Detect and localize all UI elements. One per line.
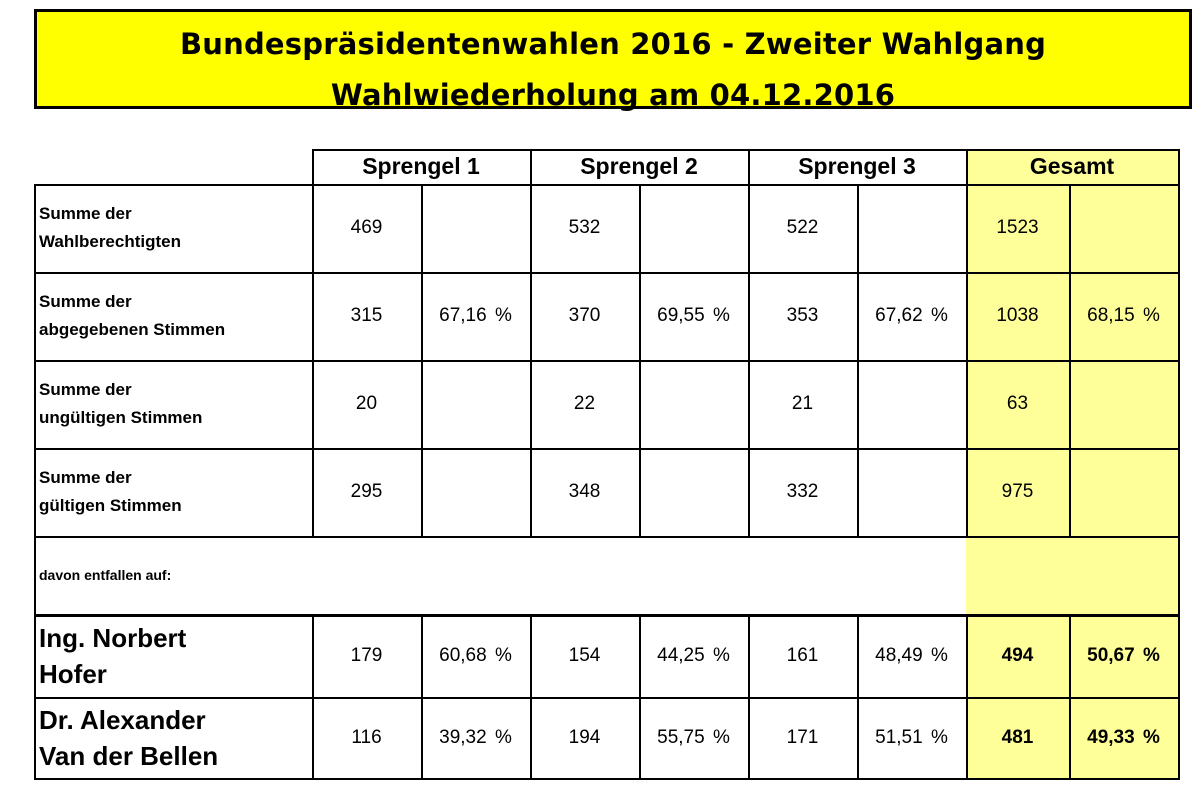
grid-line bbox=[34, 614, 1180, 617]
percent-cell bbox=[639, 360, 748, 448]
value-cell: 469 bbox=[350, 217, 383, 238]
value-cell: 21 bbox=[791, 393, 814, 414]
row-label: Summe der abgegebenen Stimmen bbox=[39, 292, 226, 339]
grid-line bbox=[34, 536, 1180, 538]
total-percent-cell: 49,33 % bbox=[1087, 726, 1160, 748]
grid-line bbox=[34, 778, 1180, 780]
value-cell: 1038 bbox=[996, 305, 1039, 326]
column-header-sprengel-3: Sprengel 3 bbox=[798, 153, 916, 179]
grid-line bbox=[748, 149, 750, 536]
percent-cell: 51,51 % bbox=[875, 726, 948, 748]
grid-line bbox=[639, 184, 641, 536]
percent-cell: 69,55 % bbox=[657, 305, 730, 326]
grid-line bbox=[34, 448, 1180, 450]
percent-cell: 48,49 % bbox=[875, 644, 948, 666]
value-cell: 63 bbox=[1006, 393, 1029, 414]
percent-cell: 39,32 % bbox=[439, 726, 512, 748]
total-percent-cell: 50,67 % bbox=[1087, 644, 1160, 666]
total-value-cell: 481 bbox=[1001, 726, 1034, 748]
value-cell: 295 bbox=[350, 481, 383, 502]
percent-cell: 67,16 % bbox=[439, 305, 512, 326]
percent-cell bbox=[1069, 184, 1178, 272]
percent-cell bbox=[857, 360, 966, 448]
value-cell: 116 bbox=[351, 726, 382, 748]
percent-cell: 68,15 % bbox=[1087, 305, 1160, 326]
grid-line bbox=[966, 614, 968, 780]
percent-cell bbox=[857, 184, 966, 272]
value-cell: 171 bbox=[786, 726, 819, 748]
grid-line bbox=[857, 614, 859, 780]
grid-line bbox=[857, 184, 859, 536]
grid-line bbox=[34, 272, 1180, 274]
percent-cell bbox=[1069, 360, 1178, 448]
grid-line bbox=[748, 614, 750, 780]
percent-cell bbox=[639, 448, 748, 536]
percent-cell: 55,75 % bbox=[657, 726, 730, 748]
value-cell: 522 bbox=[786, 217, 819, 238]
value-cell: 332 bbox=[786, 481, 819, 502]
candidate-name: Ing. Norbert Hofer bbox=[39, 622, 187, 689]
percent-cell bbox=[857, 448, 966, 536]
grid-line bbox=[34, 360, 1180, 362]
total-value-cell: 494 bbox=[1001, 644, 1034, 666]
grid-line bbox=[312, 149, 314, 536]
grid-line bbox=[530, 614, 532, 780]
grid-line bbox=[34, 184, 36, 780]
grid-line bbox=[1069, 614, 1071, 780]
value-cell: 975 bbox=[1001, 481, 1034, 502]
value-cell: 20 bbox=[355, 393, 378, 414]
row-label: Summe der Wahlberechtigten bbox=[39, 204, 181, 251]
gesamt-column-highlight bbox=[966, 149, 1178, 778]
title-line-1: Bundespräsidentenwahlen 2016 - Zweiter W… bbox=[179, 27, 1047, 61]
percent-cell bbox=[1069, 448, 1178, 536]
title-line-2: Wahlwiederholung am 04.12.2016 bbox=[330, 78, 896, 112]
column-header-gesamt: Gesamt bbox=[1029, 153, 1115, 179]
value-cell: 154 bbox=[568, 644, 601, 666]
row-label: Summe der gültigen Stimmen bbox=[39, 468, 182, 515]
value-cell: 532 bbox=[568, 217, 601, 238]
grid-line bbox=[421, 614, 423, 780]
grid-line bbox=[34, 697, 1180, 699]
value-cell: 370 bbox=[568, 305, 601, 326]
percent-cell bbox=[421, 448, 530, 536]
value-cell: 22 bbox=[573, 393, 596, 414]
grid-line bbox=[34, 184, 1180, 186]
value-cell: 315 bbox=[350, 305, 383, 326]
grid-line bbox=[312, 149, 1180, 151]
percent-cell bbox=[639, 184, 748, 272]
value-cell: 179 bbox=[350, 644, 383, 666]
grid-line bbox=[312, 614, 314, 780]
grid-line bbox=[1178, 149, 1180, 780]
percent-cell: 44,25 % bbox=[657, 644, 730, 666]
davon-label: davon entfallen auf: bbox=[39, 567, 172, 583]
row-label: Summe der ungültigen Stimmen bbox=[39, 380, 203, 427]
grid-line bbox=[530, 149, 532, 536]
grid-line bbox=[1069, 184, 1071, 536]
grid-line bbox=[639, 614, 641, 780]
value-cell: 161 bbox=[786, 644, 819, 666]
candidate-name: Dr. Alexander Van der Bellen bbox=[39, 704, 219, 771]
column-header-sprengel-1: Sprengel 1 bbox=[362, 153, 480, 179]
column-header-sprengel-2: Sprengel 2 bbox=[580, 153, 698, 179]
percent-cell bbox=[421, 360, 530, 448]
value-cell: 1523 bbox=[996, 217, 1039, 238]
grid-line bbox=[421, 184, 423, 536]
percent-cell: 67,62 % bbox=[875, 305, 948, 326]
value-cell: 353 bbox=[786, 305, 819, 326]
grid-line bbox=[966, 149, 968, 536]
percent-cell bbox=[421, 184, 530, 272]
percent-cell: 60,68 % bbox=[439, 644, 512, 666]
value-cell: 348 bbox=[568, 481, 601, 502]
title-banner: Bundespräsidentenwahlen 2016 - Zweiter W… bbox=[34, 9, 1192, 112]
value-cell: 194 bbox=[568, 726, 601, 748]
